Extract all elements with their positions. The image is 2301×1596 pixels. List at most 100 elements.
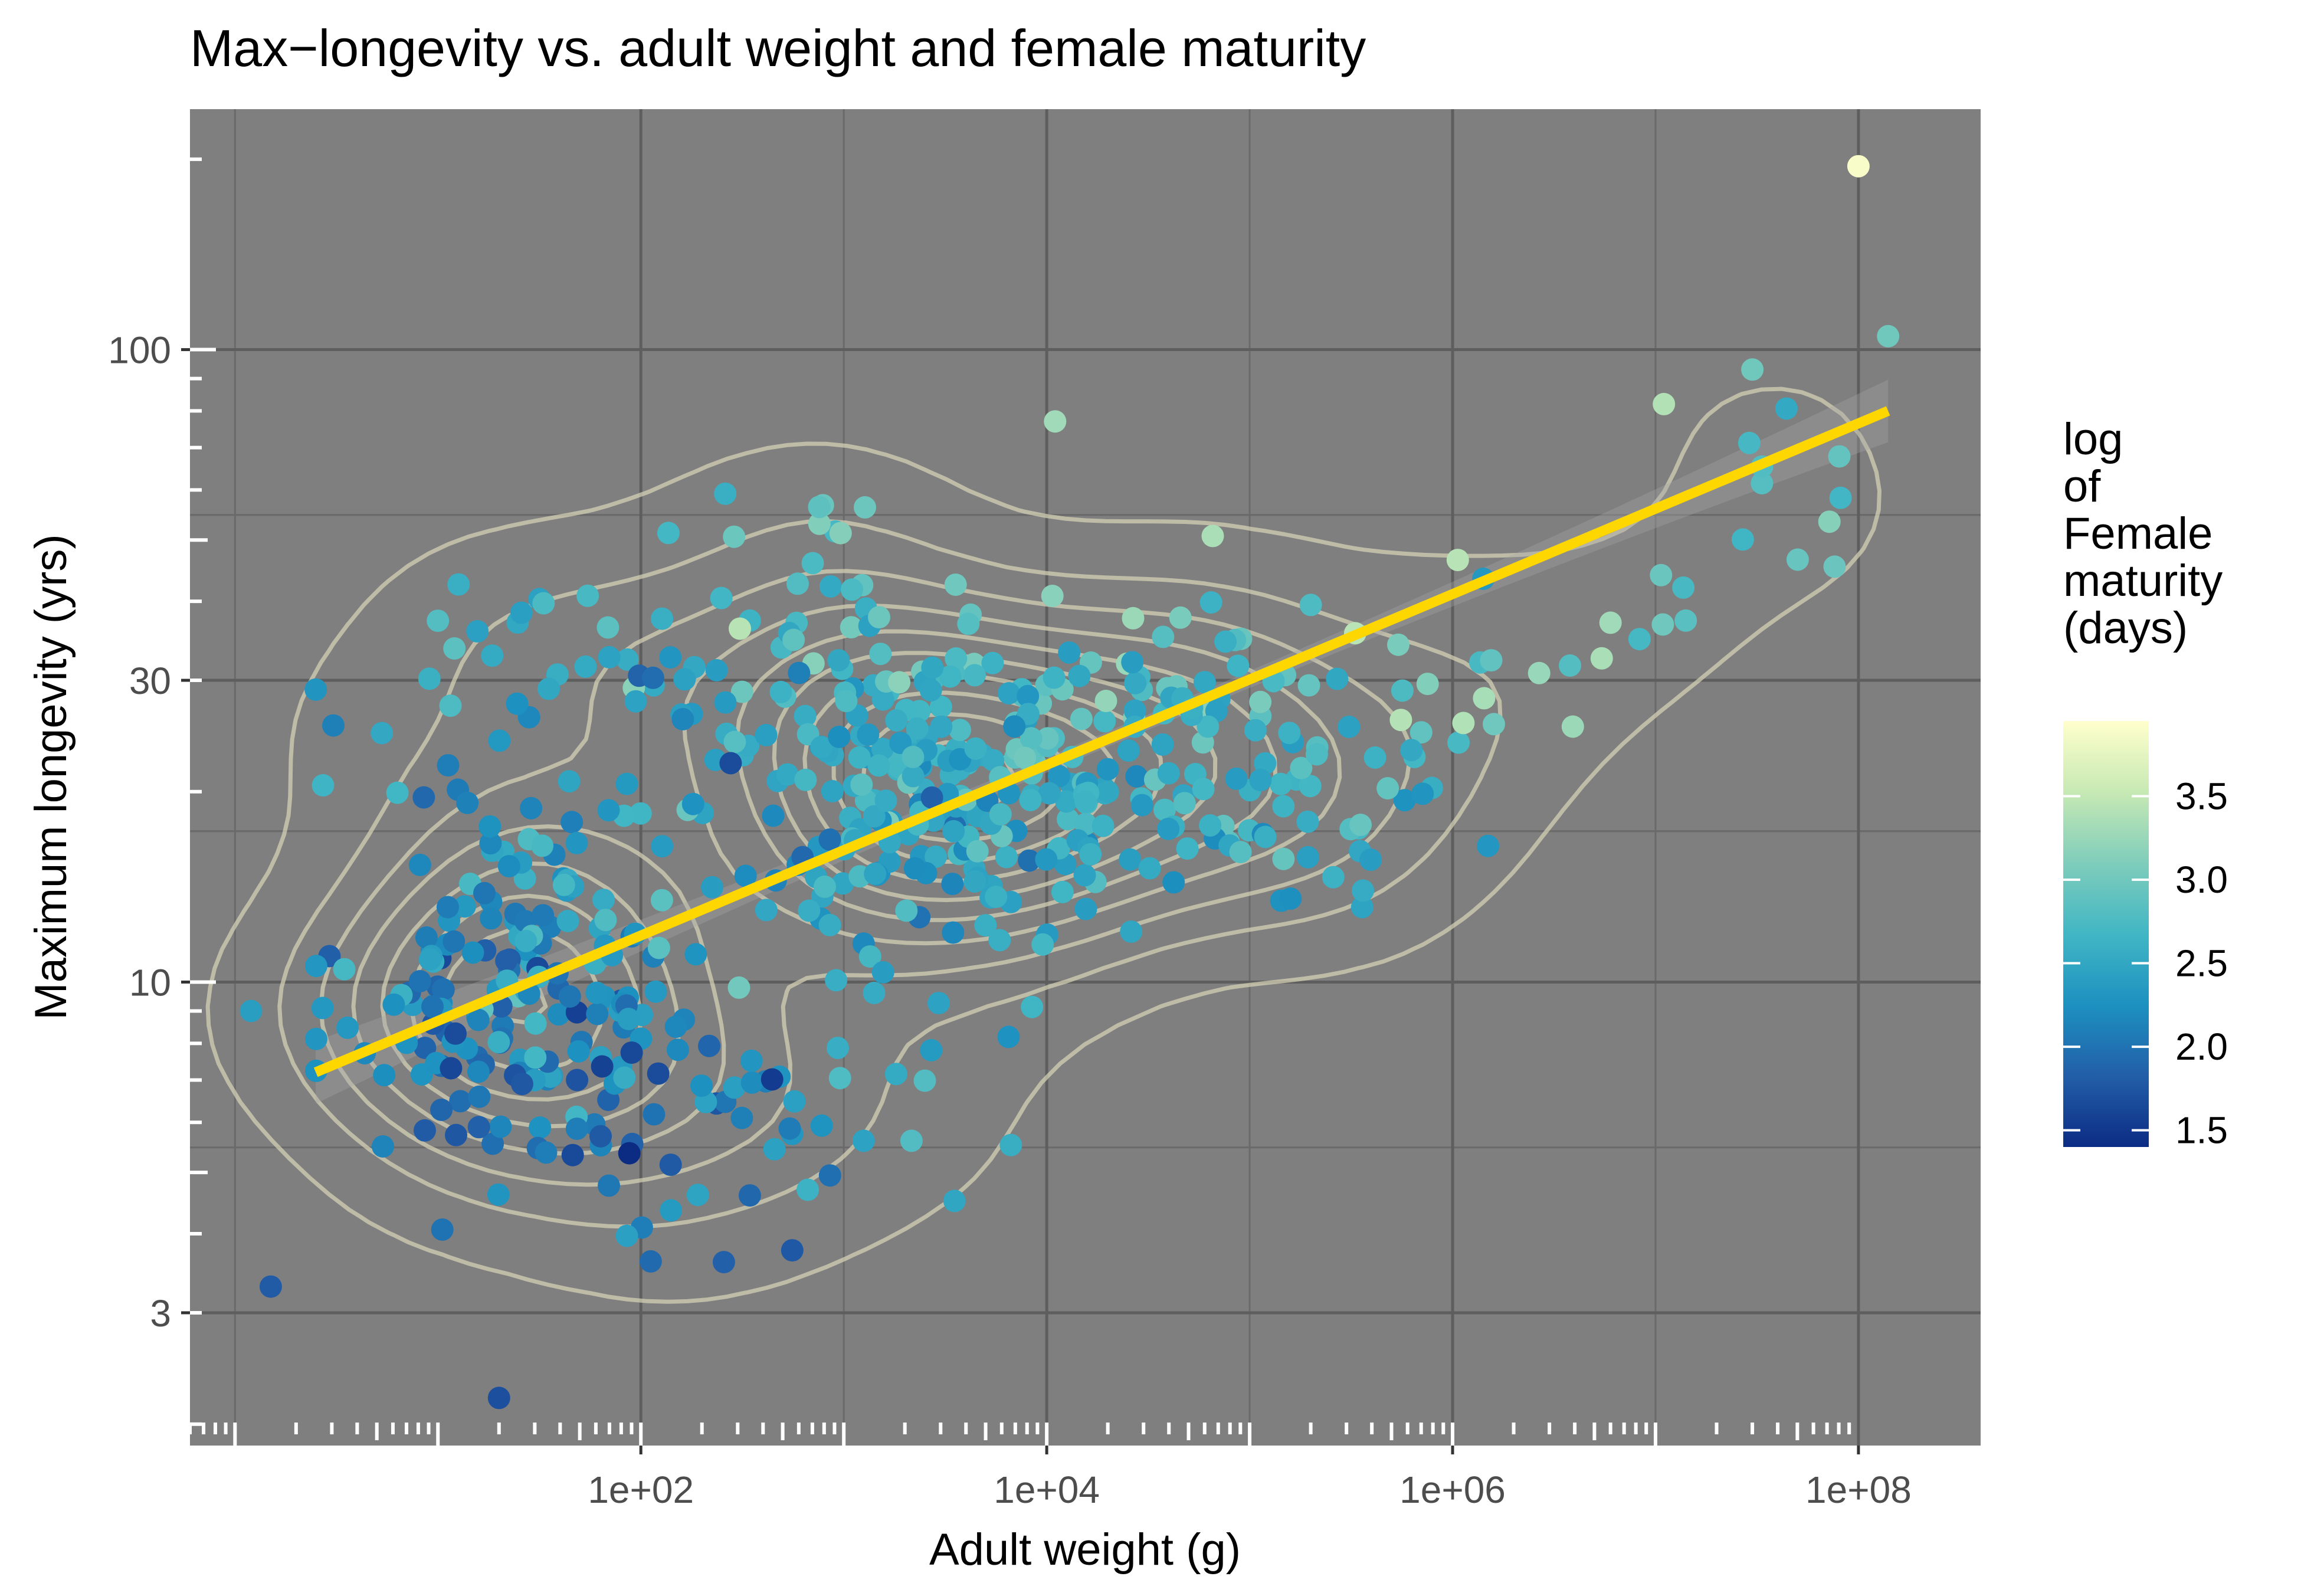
data-point	[1169, 606, 1192, 629]
data-point	[386, 781, 409, 804]
data-point	[1151, 733, 1174, 756]
data-point	[1038, 782, 1061, 805]
data-point	[444, 1022, 467, 1045]
data-point	[740, 1071, 763, 1094]
x-tick-label: 1e+08	[1805, 1469, 1912, 1511]
data-point	[1738, 431, 1761, 454]
data-point	[1653, 392, 1676, 415]
data-point	[794, 704, 817, 727]
data-point	[714, 691, 737, 714]
data-point	[1225, 767, 1248, 790]
data-point	[945, 647, 968, 670]
data-point	[567, 1040, 590, 1063]
data-point	[1877, 325, 1900, 348]
data-point	[818, 1164, 841, 1187]
data-point	[1741, 358, 1764, 381]
data-point	[1117, 739, 1140, 762]
data-point	[1674, 609, 1697, 632]
data-point	[681, 792, 704, 815]
data-point	[1297, 674, 1320, 697]
data-point	[884, 1063, 907, 1086]
data-point	[497, 855, 520, 878]
data-point	[615, 772, 638, 795]
data-point	[840, 616, 863, 639]
data-point	[939, 665, 962, 688]
data-point	[684, 943, 707, 966]
data-point	[445, 1123, 467, 1146]
data-point	[1363, 746, 1386, 769]
data-point	[761, 1068, 784, 1091]
data-point	[1048, 765, 1070, 788]
data-point	[895, 899, 918, 922]
data-point	[1672, 576, 1695, 599]
data-point	[1338, 715, 1361, 738]
data-point	[1153, 798, 1176, 821]
data-point	[651, 607, 674, 630]
data-point	[480, 907, 503, 930]
data-point	[1019, 789, 1042, 811]
data-point	[461, 941, 484, 964]
data-point	[671, 707, 694, 730]
data-point	[1093, 710, 1116, 733]
data-point	[1057, 808, 1079, 831]
data-point	[1411, 782, 1434, 805]
data-point	[589, 1125, 612, 1148]
data-point	[1043, 666, 1066, 689]
data-point	[831, 872, 854, 895]
data-point	[664, 1015, 687, 1038]
data-point	[585, 981, 608, 1004]
data-point	[560, 811, 584, 834]
data-point	[723, 525, 746, 548]
data-point	[929, 696, 952, 718]
data-point	[1387, 633, 1410, 656]
data-point	[639, 1250, 662, 1273]
data-point	[1480, 649, 1503, 672]
data-point	[863, 805, 886, 828]
data-point	[1173, 792, 1196, 815]
data-point	[576, 584, 599, 607]
data-point	[927, 992, 950, 1015]
legend-label: 3.0	[2175, 858, 2228, 901]
data-point	[673, 668, 696, 691]
data-point	[900, 1129, 923, 1152]
legend-title-line: log	[2063, 414, 2123, 464]
legend-colorbar	[2063, 721, 2149, 1147]
data-point	[920, 786, 943, 809]
data-point	[1351, 896, 1374, 919]
data-point	[1847, 155, 1870, 178]
data-point	[415, 926, 438, 949]
data-point	[997, 1025, 1020, 1048]
data-point	[821, 780, 844, 802]
data-point	[1017, 684, 1040, 707]
legend-label: 1.5	[2175, 1109, 2228, 1152]
data-point	[963, 664, 986, 687]
data-point	[479, 832, 502, 855]
x-tick-label: 1e+02	[588, 1469, 694, 1511]
data-point	[1020, 727, 1043, 750]
data-point	[473, 881, 496, 904]
data-point	[467, 1008, 490, 1031]
data-point	[312, 774, 335, 797]
data-point	[1157, 817, 1180, 840]
data-point	[1279, 887, 1302, 910]
data-point	[949, 719, 971, 742]
data-point	[1068, 664, 1091, 687]
data-point	[659, 646, 682, 669]
data-point	[825, 969, 848, 992]
data-point	[1229, 841, 1252, 864]
data-point	[1416, 673, 1439, 696]
data-point	[304, 955, 327, 978]
data-point	[1192, 778, 1215, 801]
data-point	[810, 736, 833, 759]
data-point	[942, 921, 965, 944]
data-point	[810, 1114, 833, 1137]
data-point	[660, 1199, 683, 1222]
data-point	[598, 1174, 620, 1197]
legend-title: log of Female maturity (days)	[2063, 414, 2223, 653]
data-point	[729, 617, 751, 640]
data-point	[1446, 549, 1469, 572]
data-point	[1650, 563, 1673, 586]
data-point	[1041, 585, 1064, 607]
data-point	[1818, 510, 1841, 533]
